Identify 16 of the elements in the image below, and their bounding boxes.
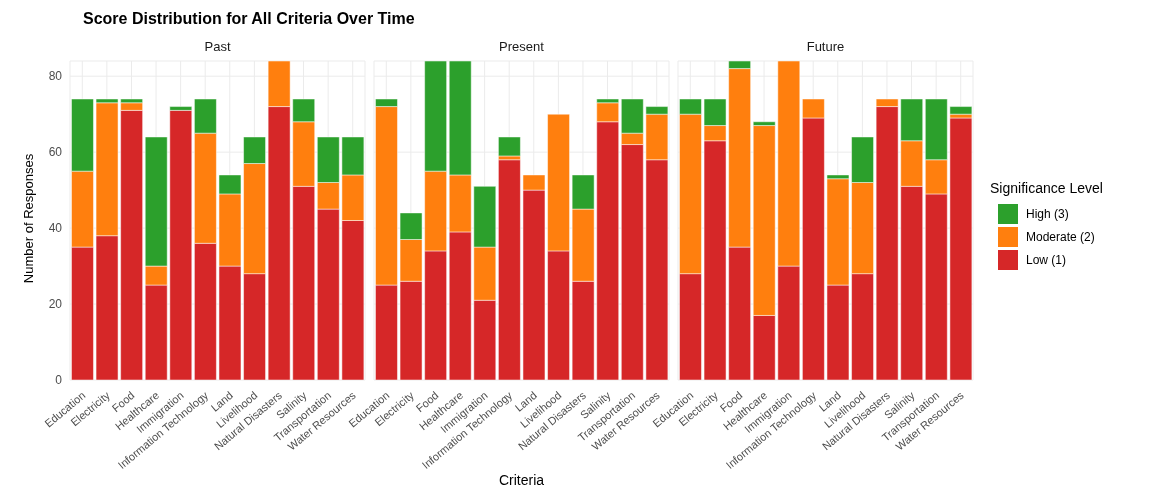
y-tick-label: 0 [55, 373, 63, 388]
y-tick-label: 80 [48, 69, 63, 84]
y-tick-label: 60 [48, 145, 63, 160]
chart-subtitle: Future [805, 39, 846, 54]
chart-subtitle: Present [498, 39, 545, 54]
legend-label: Moderate (2) [1026, 229, 1095, 244]
y-tick-label: 20 [48, 297, 63, 312]
x-axis-title: Criteria [497, 472, 546, 488]
y-axis-title: Number of Responses [20, 152, 36, 285]
text: Low (1) [1026, 252, 1067, 267]
y-tick-label: 40 [48, 221, 63, 236]
bar [498, 136, 521, 157]
chart-subtitle: Past [203, 39, 232, 54]
chart-title: Score Distribution for All Criteria Over Time [83, 10, 415, 28]
legend-title: Significance Level [990, 180, 1103, 196]
legend-label: High (3) [1026, 206, 1069, 221]
